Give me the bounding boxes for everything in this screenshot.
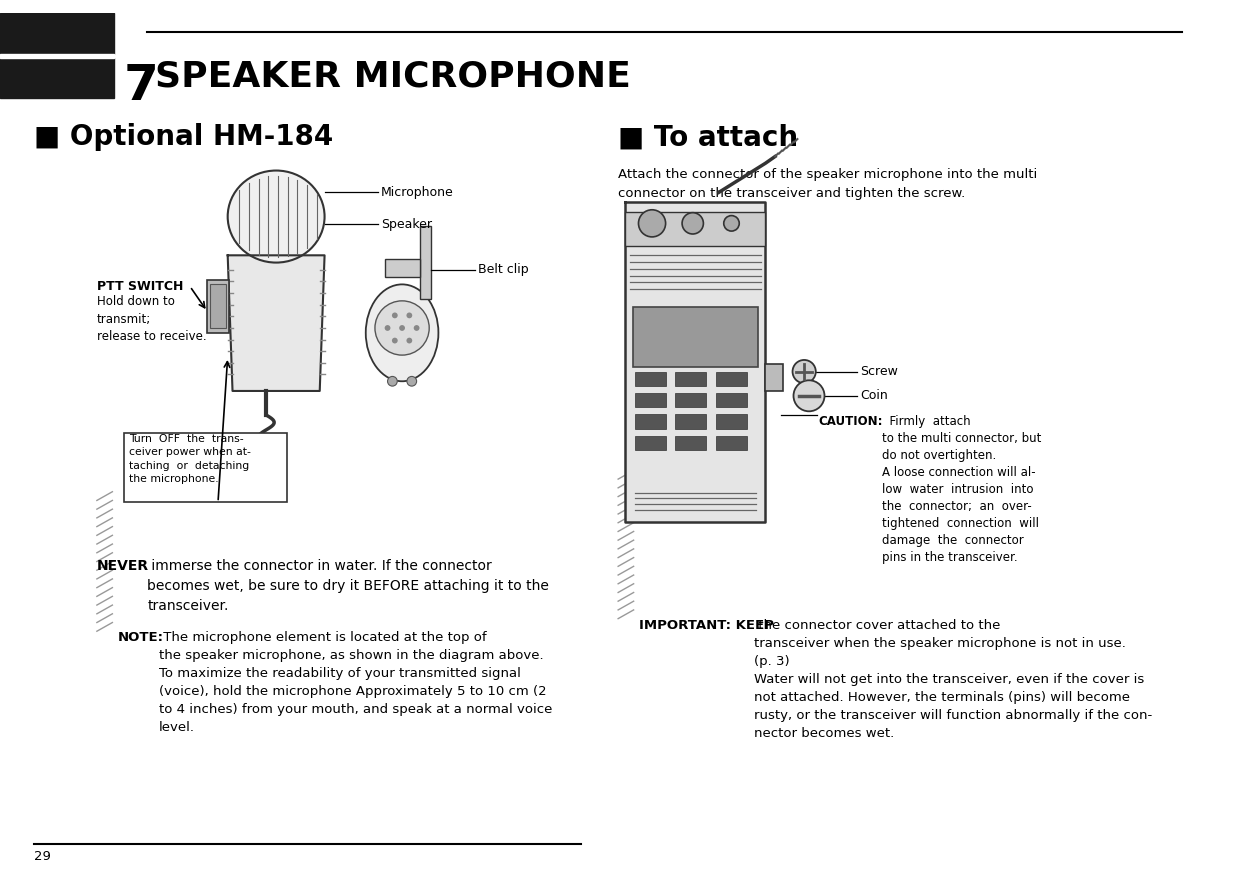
Bar [675, 393, 706, 408]
Text: immerse the connector in water. If the connector
becomes wet, be sure to dry it : immerse the connector in water. If the c… [148, 559, 550, 613]
Text: Hold down to
transmit;
release to receive.: Hold down to transmit; release to receiv… [97, 295, 206, 343]
Text: NOTE:: NOTE: [118, 631, 164, 645]
Text: 29: 29 [34, 850, 51, 862]
Bar [207, 280, 228, 333]
Bar [0, 13, 114, 53]
Text: Firmly  attach
to the multi connector, but
do not overtighten.
A loose connectio: Firmly attach to the multi connector, bu… [881, 415, 1041, 564]
Text: Attach the connector of the speaker microphone into the multi
connector on the t: Attach the connector of the speaker micr… [618, 168, 1037, 200]
Circle shape [375, 301, 429, 355]
Polygon shape [227, 255, 325, 391]
Bar [634, 414, 665, 429]
Circle shape [724, 216, 740, 232]
Circle shape [683, 213, 704, 234]
Bar [633, 307, 758, 367]
Bar [625, 211, 766, 246]
Circle shape [407, 338, 412, 344]
Bar [716, 436, 747, 450]
Ellipse shape [227, 170, 325, 262]
Text: the connector cover attached to the
transceiver when the speaker microphone is n: the connector cover attached to the tran… [753, 618, 1152, 739]
Bar [634, 436, 665, 450]
Ellipse shape [366, 284, 438, 381]
Text: Coin: Coin [860, 389, 889, 403]
Text: Speaker: Speaker [381, 217, 432, 231]
Circle shape [413, 325, 419, 331]
Text: 7: 7 [124, 61, 159, 110]
Text: ■ Optional HM-184: ■ Optional HM-184 [34, 123, 333, 151]
Bar [0, 53, 114, 58]
Bar [634, 372, 665, 386]
Text: Belt clip: Belt clip [478, 263, 529, 276]
Circle shape [400, 325, 405, 331]
Circle shape [392, 338, 397, 344]
Circle shape [392, 312, 397, 318]
Text: ■ To attach: ■ To attach [618, 123, 798, 151]
Text: IMPORTANT: KEEP: IMPORTANT: KEEP [639, 618, 774, 631]
Circle shape [407, 312, 412, 318]
Text: SPEAKER MICROPHONE: SPEAKER MICROPHONE [155, 59, 630, 93]
Text: Turn  OFF  the  trans-
ceiver power when at-
taching  or  detaching
the micropho: Turn OFF the trans- ceiver power when at… [129, 433, 251, 484]
Bar [766, 364, 783, 391]
Text: PTT SWITCH: PTT SWITCH [97, 280, 184, 293]
Circle shape [385, 325, 391, 331]
Bar [716, 414, 747, 429]
Bar [0, 58, 114, 98]
Polygon shape [625, 202, 766, 522]
Text: Microphone: Microphone [381, 186, 453, 199]
Bar [385, 260, 419, 276]
Circle shape [387, 376, 397, 386]
Circle shape [793, 360, 815, 383]
Text: CAUTION:: CAUTION: [819, 415, 884, 428]
Text: The microphone element is located at the top of
the speaker microphone, as shown: The microphone element is located at the… [159, 631, 552, 734]
Circle shape [793, 381, 824, 411]
Bar [419, 226, 431, 299]
FancyBboxPatch shape [124, 432, 287, 503]
Bar [675, 414, 706, 429]
Bar [675, 436, 706, 450]
Bar [634, 393, 665, 408]
Text: Screw: Screw [860, 365, 898, 378]
Bar [716, 372, 747, 386]
Bar [716, 393, 747, 408]
Text: NEVER: NEVER [97, 559, 149, 573]
Circle shape [407, 376, 417, 386]
Bar [210, 284, 226, 328]
Circle shape [638, 210, 665, 237]
Bar [675, 372, 706, 386]
